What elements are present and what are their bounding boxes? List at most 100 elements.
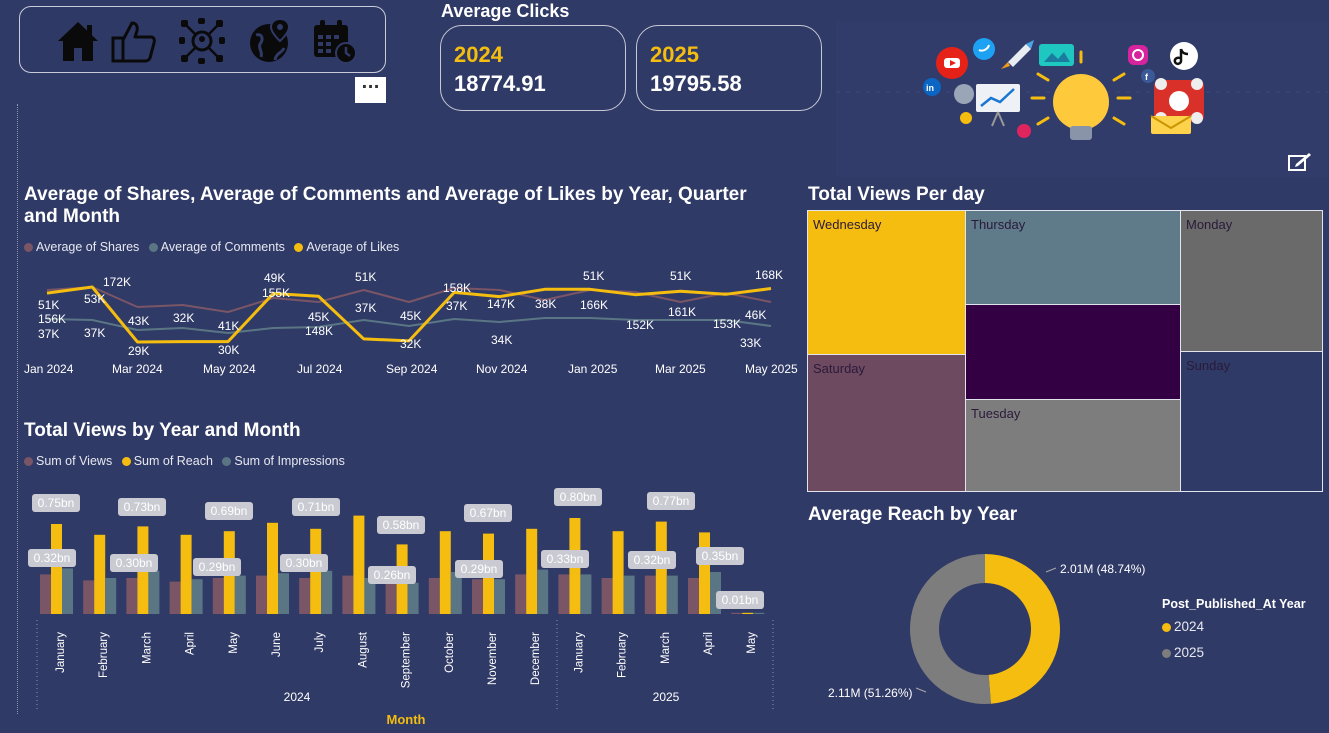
data-label-pill: 0.26bn	[368, 566, 416, 584]
edit-icon[interactable]	[1287, 150, 1313, 174]
globe-location-icon[interactable]	[246, 17, 294, 65]
more-options-button[interactable]: ···	[355, 77, 386, 103]
legend-item-reach[interactable]: Sum of Reach	[121, 454, 213, 468]
treemap: Wednesday Thursday Monday Saturday Sunda…	[807, 210, 1323, 492]
legend-item-shares[interactable]: Average of Shares	[24, 240, 139, 254]
bar-1[interactable]	[612, 531, 624, 614]
bar-0[interactable]	[601, 578, 613, 614]
bar-1[interactable]	[699, 532, 710, 614]
data-label: 45K	[400, 309, 421, 323]
calendar-clock-icon[interactable]	[310, 17, 358, 65]
donut-slice-2025[interactable]	[910, 554, 991, 704]
treemap-cell-friday[interactable]	[965, 304, 1181, 400]
bar-1[interactable]	[51, 524, 62, 614]
bar-0[interactable]	[342, 575, 354, 614]
instagram-icon	[1128, 45, 1148, 65]
bar-0[interactable]	[169, 581, 181, 614]
line-chart-legend: Average of Shares Average of Comments Av…	[24, 240, 405, 254]
bar-0[interactable]	[644, 575, 656, 614]
bar-0[interactable]	[385, 581, 397, 614]
svg-text:0.30bn: 0.30bn	[116, 556, 153, 570]
bar-2[interactable]	[191, 579, 203, 614]
bar-0[interactable]	[40, 574, 51, 614]
data-label-pill: 0.77bn	[647, 492, 695, 510]
donut-title: Average Reach by Year	[808, 504, 1018, 525]
legend-item-impressions[interactable]: Sum of Impressions	[222, 454, 345, 468]
treemap-cell-saturday[interactable]: Saturday	[807, 354, 966, 492]
treemap-cell-tuesday[interactable]: Tuesday	[965, 399, 1181, 492]
data-label: 51K	[583, 269, 604, 283]
legend-item-views[interactable]: Sum of Views	[24, 454, 112, 468]
data-label: 168K	[755, 268, 783, 282]
rocket-icon	[1008, 44, 1031, 67]
data-label: 29K	[128, 344, 149, 358]
bar-2[interactable]	[666, 575, 678, 614]
bar-0[interactable]	[299, 578, 311, 614]
bar-2[interactable]	[278, 573, 289, 614]
bar-2[interactable]	[105, 578, 117, 614]
bar-0[interactable]	[515, 574, 527, 614]
bar-1[interactable]	[742, 612, 754, 614]
bar-2[interactable]	[494, 579, 505, 614]
bar-2[interactable]	[62, 568, 73, 614]
donut-legend-item-2024[interactable]: 2024	[1162, 619, 1204, 634]
bar-1[interactable]	[267, 522, 278, 614]
bar-1[interactable]	[180, 534, 192, 614]
x-tick-label: Sep 2024	[386, 362, 438, 376]
donut-data-label: 2.01M (48.74%)	[1060, 562, 1145, 576]
bar-0[interactable]	[126, 578, 138, 614]
bar-2[interactable]	[450, 572, 462, 614]
kpi-title: Average Clicks	[441, 1, 570, 21]
treemap-cell-wednesday[interactable]: Wednesday	[807, 210, 966, 355]
donut-chart: 2.01M (48.74%) 2.11M (51.26%)	[828, 554, 1145, 704]
treemap-cell-monday[interactable]: Monday	[1180, 210, 1323, 352]
mail-icon	[1151, 116, 1191, 134]
thumbs-up-icon[interactable]	[110, 17, 158, 65]
divider	[17, 104, 18, 714]
bar-2[interactable]	[753, 612, 765, 614]
bar-1[interactable]	[94, 534, 106, 614]
treemap-cell-thursday[interactable]: Thursday	[965, 210, 1181, 305]
bar-2[interactable]	[580, 574, 592, 614]
data-label: 37K	[38, 327, 59, 341]
bar-1[interactable]	[526, 528, 538, 614]
bar-2[interactable]	[710, 572, 721, 614]
series-line-2[interactable]	[46, 285, 772, 344]
bar-0[interactable]	[428, 578, 440, 614]
bar-2[interactable]	[537, 569, 549, 614]
legend-item-comments[interactable]: Average of Comments	[148, 240, 285, 254]
series-line-1[interactable]	[46, 317, 772, 334]
linkedin-icon	[923, 78, 941, 96]
bar-0[interactable]	[472, 579, 483, 614]
bar-0[interactable]	[256, 575, 267, 614]
month-tick-label: June	[271, 632, 283, 657]
donut-legend-item-2025[interactable]: 2025	[1162, 645, 1204, 660]
data-label: 37K	[446, 299, 467, 313]
data-label: 152K	[626, 318, 654, 332]
svg-text:in: in	[926, 83, 934, 93]
svg-text:0.26bn: 0.26bn	[374, 568, 411, 582]
bar-1[interactable]	[353, 515, 365, 614]
series-line-0[interactable]	[46, 286, 772, 313]
bar-0[interactable]	[83, 580, 95, 614]
treemap-cell-sunday[interactable]: Sunday	[1180, 351, 1323, 492]
bar-2[interactable]	[407, 582, 419, 614]
bar-0[interactable]	[688, 578, 699, 614]
bar-0[interactable]	[212, 578, 224, 614]
donut-slice-2024[interactable]	[985, 554, 1060, 704]
kpi-year: 2025	[650, 42, 699, 67]
bar-2[interactable]	[623, 575, 635, 614]
month-tick-label: May	[228, 632, 240, 654]
bar-0[interactable]	[731, 612, 743, 614]
svg-text:0.73bn: 0.73bn	[124, 500, 161, 514]
bar-0[interactable]	[558, 574, 570, 614]
x-tick-label: Jan 2025	[568, 362, 618, 376]
network-icon[interactable]	[178, 17, 226, 65]
bar-2[interactable]	[321, 570, 333, 614]
bar-2[interactable]	[234, 575, 246, 614]
legend-item-likes[interactable]: Average of Likes	[294, 240, 399, 254]
bar-2[interactable]	[148, 570, 160, 614]
bar-2[interactable]	[364, 578, 376, 614]
bar-1[interactable]	[439, 531, 451, 614]
home-icon[interactable]	[54, 17, 102, 65]
